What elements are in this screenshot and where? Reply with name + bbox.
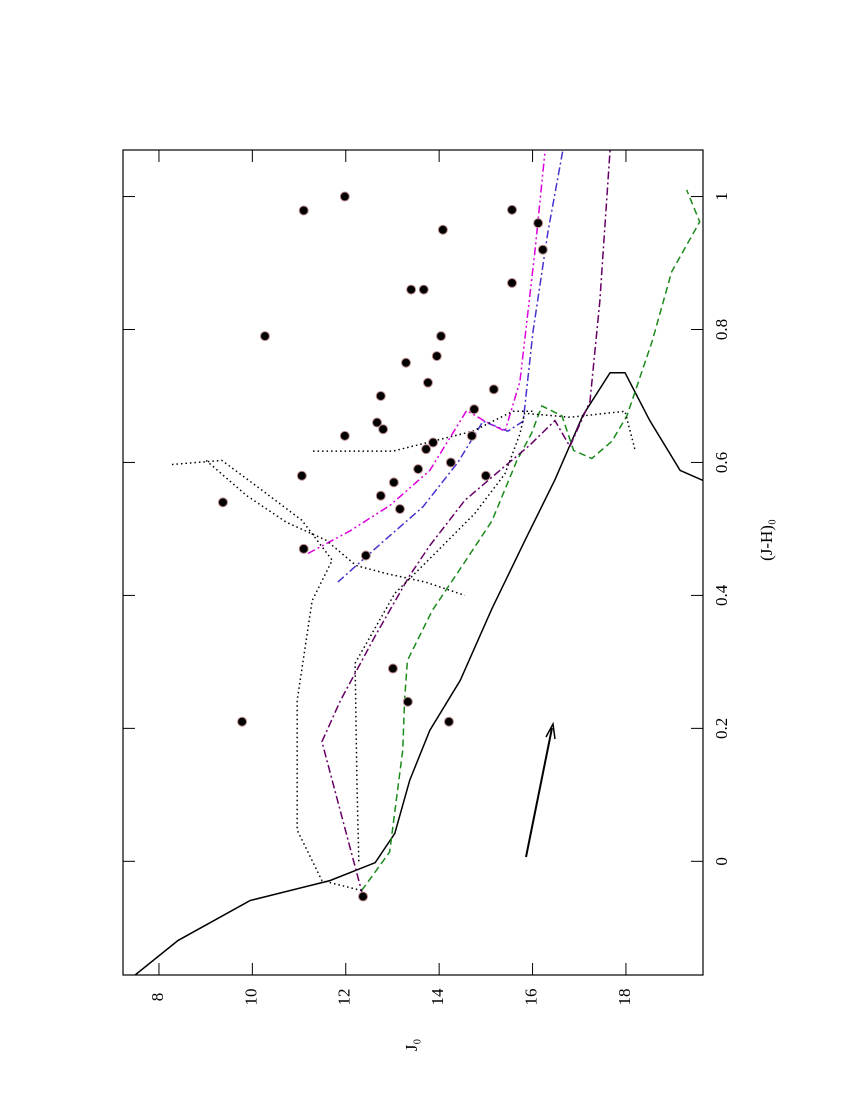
y-tick-label: 0.2 xyxy=(712,718,731,739)
curve xyxy=(361,189,701,892)
data-point xyxy=(339,191,350,202)
curve xyxy=(307,150,546,555)
y-tick-label: 0.8 xyxy=(712,319,731,340)
data-point xyxy=(402,696,413,707)
x-tick-label: 16 xyxy=(521,989,540,1006)
curve xyxy=(337,150,564,583)
data-point xyxy=(418,284,429,295)
y-tick-label: 0.4 xyxy=(712,584,731,606)
data-point xyxy=(431,351,442,362)
data-point xyxy=(507,277,518,288)
data-point xyxy=(394,503,405,514)
data-point xyxy=(466,430,477,441)
data-point xyxy=(436,331,447,342)
data-point xyxy=(400,357,411,368)
x-tick-label: 18 xyxy=(615,989,634,1006)
data-point xyxy=(507,204,518,215)
data-point xyxy=(298,205,309,216)
data-point xyxy=(375,490,386,501)
data-point xyxy=(298,543,309,554)
extinction-vector xyxy=(525,721,556,858)
data-point xyxy=(406,284,417,295)
data-point xyxy=(378,424,389,435)
data-point xyxy=(422,377,433,388)
curve xyxy=(171,459,362,892)
data-point xyxy=(237,716,248,727)
x-tick-label: 12 xyxy=(335,989,354,1006)
data-point xyxy=(360,550,371,561)
data-point xyxy=(387,663,398,674)
data-point xyxy=(428,437,439,448)
x-axis-label: J₀ xyxy=(402,1039,421,1052)
data-point xyxy=(388,477,399,488)
x-tick-label: 14 xyxy=(428,988,447,1006)
data-point xyxy=(372,417,383,428)
data-point xyxy=(259,331,270,342)
data-point xyxy=(443,716,454,727)
data-point xyxy=(437,224,448,235)
curve xyxy=(205,459,466,597)
y-tick-label: 0.6 xyxy=(712,452,731,473)
x-tick-label: 10 xyxy=(241,989,260,1006)
y-tick-label: 0 xyxy=(712,857,731,866)
data-point xyxy=(537,244,548,255)
data-point xyxy=(339,430,350,441)
curve xyxy=(134,371,703,975)
data-point xyxy=(296,470,307,481)
data-point xyxy=(375,390,386,401)
data-point xyxy=(488,384,499,395)
data-point xyxy=(421,444,432,455)
curve xyxy=(321,150,611,897)
plot-frame xyxy=(122,149,704,976)
data-point xyxy=(358,891,369,902)
data-point xyxy=(217,497,228,508)
data-point xyxy=(445,457,456,468)
y-tick-label: 1 xyxy=(712,192,731,201)
data-point xyxy=(413,464,424,475)
y-axis-label: (J-H)₀ xyxy=(757,519,776,561)
data-point xyxy=(469,404,480,415)
x-tick-label: 8 xyxy=(148,993,167,1002)
data-point xyxy=(533,218,544,229)
data-point xyxy=(480,470,491,481)
